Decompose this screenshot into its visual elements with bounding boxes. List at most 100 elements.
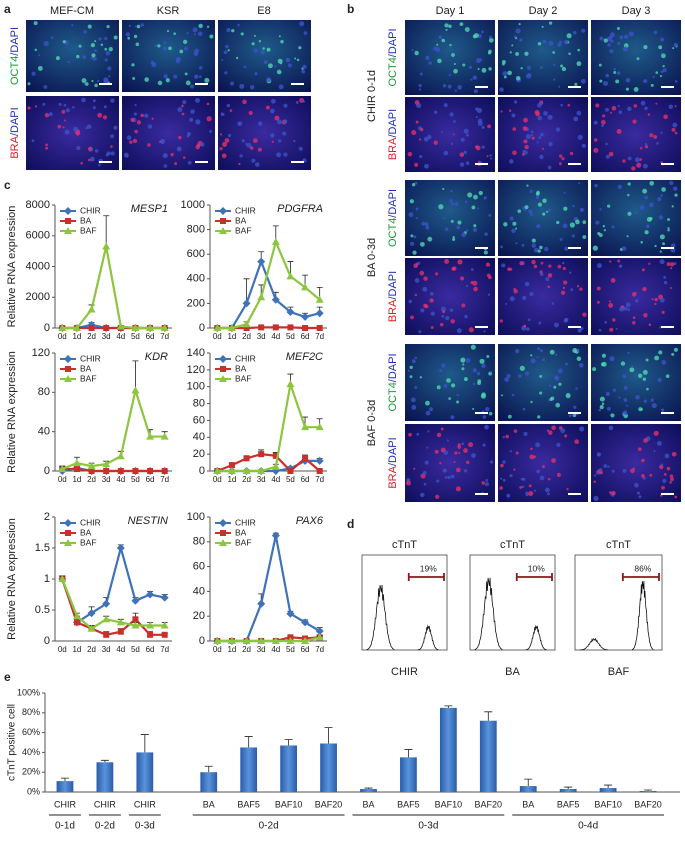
cell <box>656 142 659 145</box>
row-label: OCT4/DAPI <box>387 28 399 86</box>
cell <box>674 131 678 135</box>
cell <box>564 434 568 438</box>
cell <box>610 277 616 283</box>
cell <box>418 83 422 88</box>
x-tick-label: 1d <box>227 645 236 654</box>
cell <box>485 478 489 482</box>
x-tick-label: BAF5 <box>557 799 580 809</box>
x-tick-label: 2d <box>87 645 96 654</box>
cell <box>445 28 448 31</box>
cell <box>610 413 615 418</box>
cell <box>453 120 456 123</box>
cell <box>517 209 522 214</box>
cell <box>100 43 104 47</box>
cell <box>617 104 620 108</box>
cell <box>607 43 611 47</box>
cell <box>476 107 483 114</box>
cell <box>499 319 503 323</box>
y-tick-label: 40% <box>22 747 40 757</box>
cell <box>486 155 489 158</box>
cell <box>414 293 418 297</box>
cell <box>467 192 473 198</box>
chart-title: MEF2C <box>286 351 323 363</box>
cell <box>522 126 528 131</box>
marker <box>271 295 280 304</box>
marker <box>160 324 169 331</box>
cell <box>658 350 663 355</box>
cell <box>287 63 292 68</box>
cell <box>97 112 103 118</box>
cell <box>523 139 528 144</box>
marker <box>213 324 222 331</box>
cell <box>634 482 639 488</box>
cell <box>452 133 456 136</box>
marker <box>302 455 309 462</box>
cell <box>419 138 422 141</box>
cell <box>429 407 434 412</box>
cell <box>667 227 670 230</box>
cell <box>442 84 447 88</box>
cell <box>175 58 181 64</box>
cell <box>605 107 610 112</box>
cell <box>221 112 225 117</box>
cell <box>298 46 302 50</box>
bar <box>559 789 577 792</box>
cell <box>599 208 602 211</box>
cell <box>542 212 546 216</box>
cell <box>241 139 245 143</box>
cell <box>407 151 413 157</box>
cell <box>502 460 506 464</box>
cell <box>170 152 174 157</box>
cell <box>425 55 430 61</box>
legend-label: CHIR <box>80 517 101 527</box>
cell <box>448 397 452 400</box>
cell <box>615 79 620 84</box>
cell <box>566 33 572 39</box>
micrograph <box>405 258 495 335</box>
cell <box>602 224 606 228</box>
cell <box>266 47 271 52</box>
cell <box>642 287 647 292</box>
cell <box>282 131 287 136</box>
cell <box>295 101 299 104</box>
cell <box>540 132 544 137</box>
cell <box>409 365 413 370</box>
cell <box>193 51 199 57</box>
marker <box>219 207 227 215</box>
cell <box>564 246 569 251</box>
cell <box>556 220 560 225</box>
cell <box>575 219 580 225</box>
cell <box>611 105 617 111</box>
cell <box>459 22 464 27</box>
cell <box>427 430 430 433</box>
cell <box>237 121 243 127</box>
cell <box>457 220 462 225</box>
cell <box>293 139 296 143</box>
cell <box>661 310 665 314</box>
group-label: 0-3d <box>135 821 155 832</box>
cell <box>553 322 559 328</box>
cell <box>195 144 200 150</box>
cell <box>104 47 108 51</box>
cell <box>31 139 35 143</box>
cell <box>506 493 511 498</box>
marker <box>219 227 227 234</box>
cell <box>644 144 649 149</box>
marker <box>301 637 310 644</box>
cell <box>522 295 527 301</box>
cell <box>420 492 425 498</box>
marker <box>227 324 236 331</box>
cell <box>71 105 75 109</box>
cell <box>157 80 163 86</box>
cell <box>635 394 640 400</box>
cell <box>622 46 628 52</box>
cell <box>482 443 486 447</box>
cell <box>466 460 470 465</box>
cell <box>570 288 574 292</box>
cell <box>560 103 563 107</box>
legend-label: CHIR <box>235 205 256 215</box>
y-tick-label: 80 <box>193 397 205 409</box>
error-bar <box>324 727 333 744</box>
cell <box>468 65 472 69</box>
histogram-gated <box>632 581 654 650</box>
